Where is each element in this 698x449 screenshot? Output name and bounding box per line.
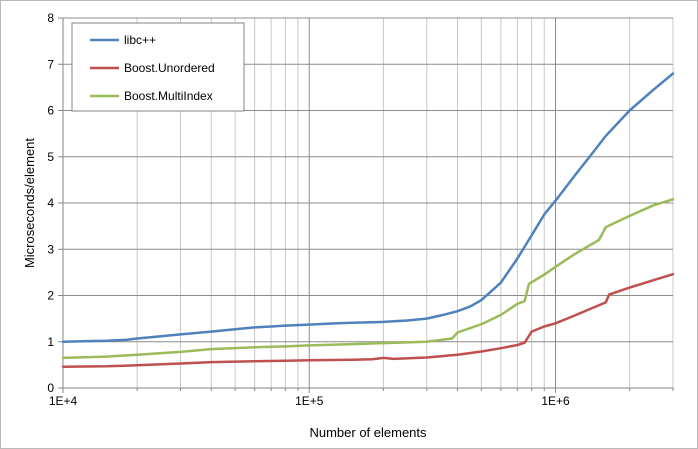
y-tick-label: 1	[47, 335, 54, 349]
x-tick-label: 1E+4	[49, 394, 78, 408]
y-tick-label: 0	[47, 381, 54, 395]
y-tick-label: 3	[47, 242, 54, 256]
y-tick-label: 6	[47, 104, 54, 118]
y-tick-label: 5	[47, 150, 54, 164]
legend: libc++ Boost.Unordered Boost.MultiIndex	[71, 22, 245, 112]
y-tick-label: 8	[47, 11, 54, 25]
legend-label: Boost.Unordered	[124, 61, 215, 75]
y-tick-label: 2	[47, 289, 54, 303]
series-line-boost-unordered	[61, 272, 675, 368]
y-tick-label: 7	[47, 57, 54, 71]
series-line-libc	[61, 72, 675, 344]
tick-labels: 0 1 2 3 4 5 6 7 8 1E+4 1E+5 1E+6	[47, 11, 570, 408]
x-tick-label: 1E+5	[295, 394, 324, 408]
y-tick-label: 4	[47, 196, 54, 210]
legend-label: libc++	[124, 33, 156, 47]
x-tick-label: 1E+6	[541, 394, 570, 408]
series-lines	[61, 72, 675, 368]
axes	[58, 17, 674, 393]
series-line-boost-multiindex	[61, 198, 675, 360]
legend-label: Boost.MultiIndex	[124, 89, 213, 103]
y-axis-title: Microseconds/element	[22, 138, 37, 268]
x-axis-title: Number of elements	[309, 425, 427, 440]
